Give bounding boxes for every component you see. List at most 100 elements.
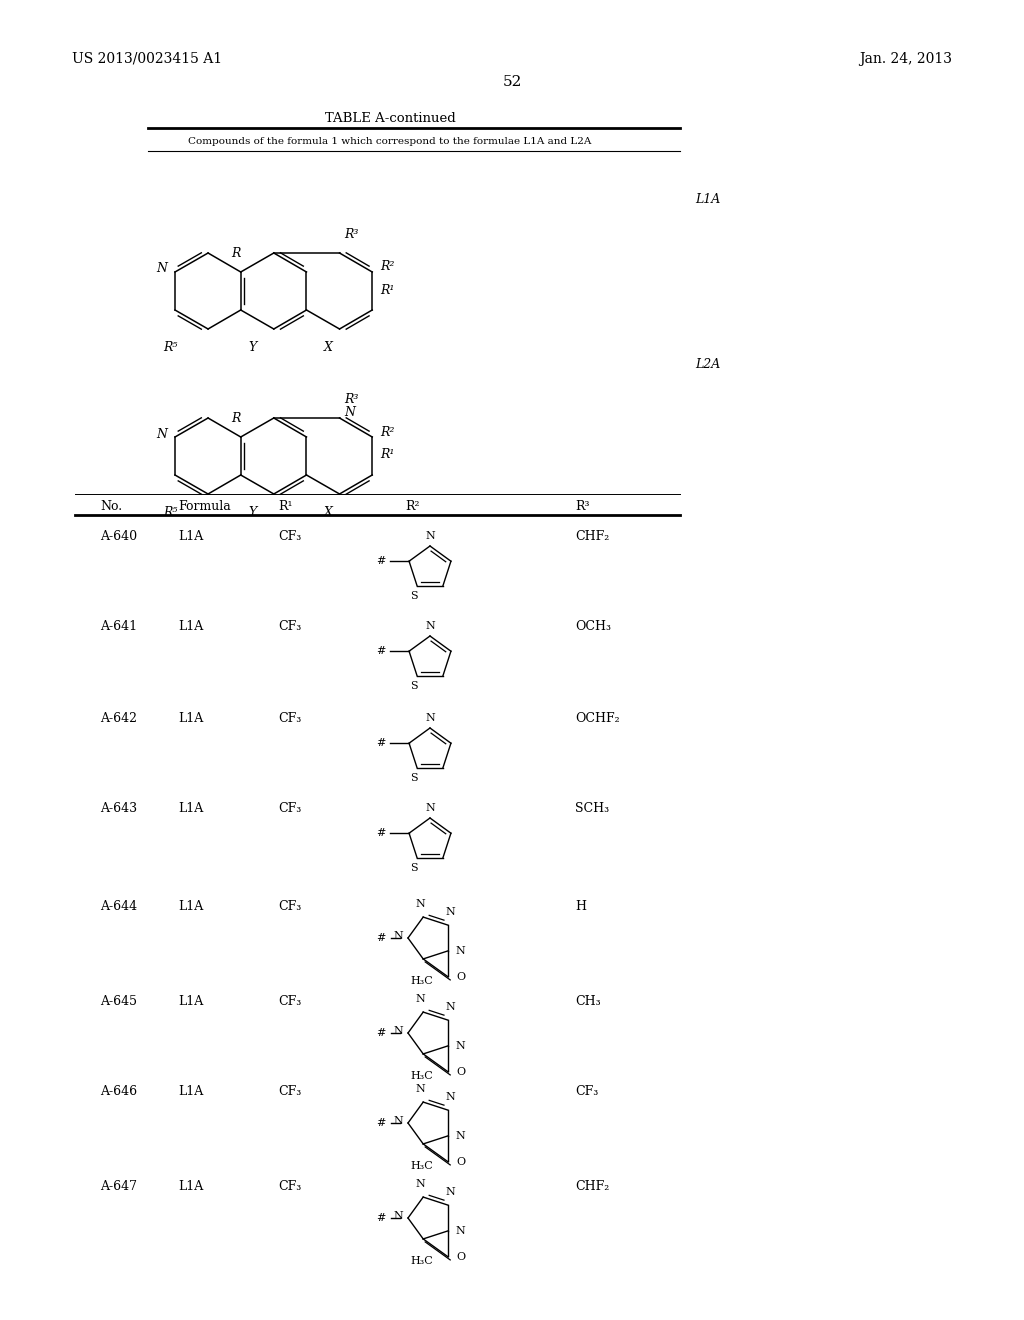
Text: H₃C: H₃C (410, 1071, 433, 1081)
Text: CF₃: CF₃ (278, 711, 301, 725)
Text: R³: R³ (344, 228, 359, 242)
Text: N: N (416, 1179, 425, 1189)
Text: #: # (377, 1028, 386, 1038)
Text: R²: R² (380, 260, 394, 273)
Text: #: # (376, 556, 385, 566)
Text: #: # (376, 738, 385, 748)
Text: Y: Y (248, 506, 256, 519)
Text: SCH₃: SCH₃ (575, 803, 609, 814)
Text: Formula: Formula (178, 500, 230, 513)
Text: H₃C: H₃C (410, 1160, 433, 1171)
Text: R¹: R¹ (278, 500, 293, 513)
Text: A-647: A-647 (100, 1180, 137, 1193)
Text: S: S (411, 591, 418, 601)
Text: H: H (575, 900, 586, 913)
Text: CH₃: CH₃ (575, 995, 601, 1008)
Text: Jan. 24, 2013: Jan. 24, 2013 (859, 51, 952, 66)
Text: CF₃: CF₃ (278, 995, 301, 1008)
Text: CF₃: CF₃ (575, 1085, 598, 1098)
Text: L1A: L1A (178, 1180, 203, 1193)
Text: N: N (425, 803, 435, 813)
Text: R: R (231, 412, 241, 425)
Text: TABLE A-continued: TABLE A-continued (325, 112, 456, 125)
Text: 52: 52 (503, 75, 521, 88)
Text: N: N (425, 620, 435, 631)
Text: N: N (456, 1131, 466, 1140)
Text: N: N (393, 1115, 403, 1126)
Text: N: N (445, 1002, 456, 1012)
Text: N: N (156, 263, 167, 276)
Text: O: O (457, 1251, 465, 1262)
Text: N: N (416, 1084, 425, 1094)
Text: H₃C: H₃C (410, 975, 433, 986)
Text: L1A: L1A (178, 1085, 203, 1098)
Text: N: N (156, 428, 167, 441)
Text: R³: R³ (344, 393, 359, 407)
Text: N: N (393, 1026, 403, 1036)
Text: L1A: L1A (178, 620, 203, 634)
Text: A-646: A-646 (100, 1085, 137, 1098)
Text: N: N (393, 1210, 403, 1221)
Text: CF₃: CF₃ (278, 900, 301, 913)
Text: N: N (425, 713, 435, 723)
Text: A-640: A-640 (100, 531, 137, 543)
Text: L1A: L1A (178, 995, 203, 1008)
Text: CF₃: CF₃ (278, 620, 301, 634)
Text: CF₃: CF₃ (278, 1180, 301, 1193)
Text: US 2013/0023415 A1: US 2013/0023415 A1 (72, 51, 222, 66)
Text: N: N (445, 1187, 456, 1197)
Text: #: # (377, 1118, 386, 1129)
Text: L1A: L1A (178, 900, 203, 913)
Text: A-643: A-643 (100, 803, 137, 814)
Text: L1A: L1A (178, 711, 203, 725)
Text: N: N (425, 531, 435, 541)
Text: H₃C: H₃C (410, 1255, 433, 1266)
Text: N: N (445, 1092, 456, 1102)
Text: R¹: R¹ (380, 449, 394, 462)
Text: O: O (457, 1156, 465, 1167)
Text: N: N (456, 946, 466, 956)
Text: R: R (231, 247, 241, 260)
Text: R²: R² (406, 500, 420, 513)
Text: OCH₃: OCH₃ (575, 620, 611, 634)
Text: L1A: L1A (695, 193, 720, 206)
Text: S: S (411, 681, 418, 690)
Text: A-642: A-642 (100, 711, 137, 725)
Text: L2A: L2A (695, 358, 720, 371)
Text: O: O (457, 1067, 465, 1077)
Text: N: N (456, 1041, 466, 1051)
Text: No.: No. (100, 500, 122, 513)
Text: OCHF₂: OCHF₂ (575, 711, 620, 725)
Text: R³: R³ (575, 500, 590, 513)
Text: R⁵: R⁵ (163, 341, 177, 354)
Text: S: S (411, 772, 418, 783)
Text: O: O (457, 972, 465, 982)
Text: CF₃: CF₃ (278, 531, 301, 543)
Text: X: X (324, 506, 333, 519)
Text: Y: Y (248, 341, 256, 354)
Text: X: X (324, 341, 333, 354)
Text: N: N (445, 907, 456, 917)
Text: N: N (456, 1226, 466, 1236)
Text: #: # (376, 647, 385, 656)
Text: N: N (344, 407, 355, 420)
Text: R¹: R¹ (380, 284, 394, 297)
Text: CF₃: CF₃ (278, 803, 301, 814)
Text: #: # (376, 828, 385, 838)
Text: Compounds of the formula 1 which correspond to the formulae L1A and L2A: Compounds of the formula 1 which corresp… (188, 137, 592, 147)
Text: S: S (411, 863, 418, 873)
Text: CF₃: CF₃ (278, 1085, 301, 1098)
Text: CHF₂: CHF₂ (575, 1180, 609, 1193)
Text: A-644: A-644 (100, 900, 137, 913)
Text: N: N (416, 899, 425, 909)
Text: CHF₂: CHF₂ (575, 531, 609, 543)
Text: R⁵: R⁵ (163, 506, 177, 519)
Text: N: N (416, 994, 425, 1005)
Text: A-641: A-641 (100, 620, 137, 634)
Text: L1A: L1A (178, 531, 203, 543)
Text: R²: R² (380, 425, 394, 438)
Text: A-645: A-645 (100, 995, 137, 1008)
Text: L1A: L1A (178, 803, 203, 814)
Text: #: # (377, 933, 386, 942)
Text: N: N (393, 931, 403, 941)
